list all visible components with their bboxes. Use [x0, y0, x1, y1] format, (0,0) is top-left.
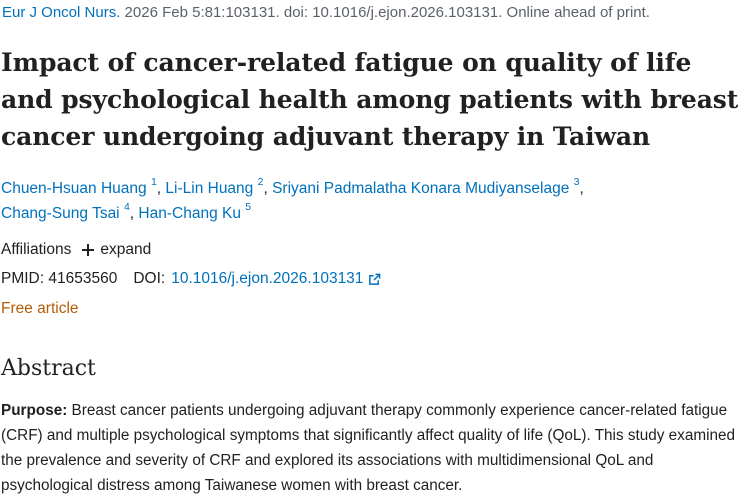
affiliations-row: Affiliations expand: [1, 241, 151, 259]
affiliation-ref[interactable]: 3: [573, 175, 580, 188]
expand-label: expand: [100, 241, 152, 258]
article-title: Impact of cancer-related fatigue on qual…: [1, 48, 739, 151]
affiliation-ref[interactable]: 5: [245, 200, 252, 213]
plus-icon: [81, 243, 95, 257]
author-link[interactable]: Li-Lin Huang: [165, 180, 254, 197]
affiliation-ref[interactable]: 1: [150, 175, 157, 188]
doi-link[interactable]: 10.1016/j.ejon.2026.103131: [171, 270, 364, 287]
affiliations-label: Affiliations: [1, 241, 72, 258]
citation-line: Eur J Oncol Nurs. 2026 Feb 5:81:103131. …: [2, 4, 650, 21]
pmid-label: PMID:: [1, 270, 45, 287]
purpose-label: Purpose:: [1, 402, 68, 419]
pmid-value: 41653560: [48, 270, 118, 287]
abstract-purpose: Purpose: Breast cancer patients undergoi…: [1, 398, 741, 498]
citation-details: 2026 Feb 5:81:103131. doi: 10.1016/j.ejo…: [124, 4, 650, 21]
identifiers-row: PMID: 41653560 DOI: 10.1016/j.ejon.2026.…: [1, 270, 381, 288]
abstract-heading: Abstract: [1, 356, 96, 381]
journal-link[interactable]: Eur J Oncol Nurs.: [2, 4, 121, 21]
author-link[interactable]: Chang-Sung Tsai: [1, 205, 120, 222]
doi-label: DOI:: [133, 270, 166, 287]
expand-affiliations-button[interactable]: expand: [81, 241, 151, 259]
author-list: Chuen-Hsuan Huang 1, Li-Lin Huang 2, Sri…: [1, 175, 584, 222]
free-article-badge[interactable]: Free article: [1, 300, 79, 317]
affiliation-ref[interactable]: 2: [257, 175, 264, 188]
purpose-text: Breast cancer patients undergoing adjuva…: [1, 402, 735, 494]
external-link-icon[interactable]: [368, 273, 381, 286]
author-link[interactable]: Han-Chang Ku: [138, 205, 241, 222]
affiliation-ref[interactable]: 4: [123, 200, 130, 213]
author-link[interactable]: Sriyani Padmalatha Konara Mudiyanselage: [272, 180, 570, 197]
author-link[interactable]: Chuen-Hsuan Huang: [1, 180, 147, 197]
